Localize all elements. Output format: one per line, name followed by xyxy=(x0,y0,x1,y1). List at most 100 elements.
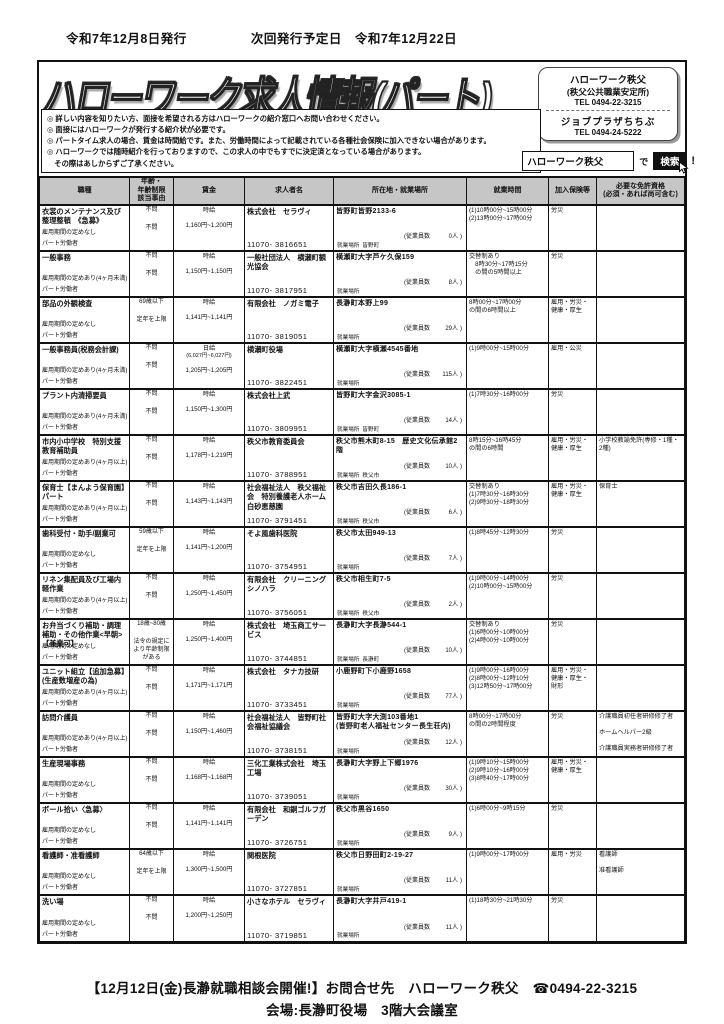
table-row: プラント内清掃要員 雇用期間の定めあり(4ヶ月未満) パート労働者 不問 不問 … xyxy=(39,388,685,436)
employees-count: 11人 xyxy=(445,878,458,885)
workplace-line: 就業場所 xyxy=(337,335,362,342)
cell-employer: 有限会社 クリーニングシノハラ 11070- 3756051 xyxy=(244,572,334,620)
cell-working-hours: (1)6時00分~9時15分 xyxy=(466,802,549,850)
cell-age: 不問 不問 xyxy=(129,756,174,804)
employer-name: 秩父市教育委員会 xyxy=(247,437,305,446)
employer-name: 小さなホテル セラヴィ xyxy=(247,897,327,906)
employment-period: 雇用期間の定めなし xyxy=(42,874,97,881)
employees-count: 77人 xyxy=(445,694,458,701)
job-title: リネン集配員及び工場内軽作業 xyxy=(42,575,122,593)
job-number: 11070- 3819051 xyxy=(247,332,308,342)
cell-location: 秩父市日野田町2-19-27 (従業員数 11人) 就業場所 xyxy=(333,848,467,896)
employees-line: (従業員数 14人) xyxy=(404,418,462,426)
cell-job-type: プラント内清掃要員 雇用期間の定めあり(4ヶ月未満) パート労働者 xyxy=(39,388,130,436)
employer-name: 有限会社 ノガミ電子 xyxy=(247,299,319,308)
workplace-line: 就業場所 xyxy=(337,749,362,756)
search-input[interactable]: ハローワーク秩父 xyxy=(522,151,635,171)
cell-employer: そよ風歯科医院 11070- 3754951 xyxy=(244,526,334,574)
employees-close-paren: ) xyxy=(460,786,462,793)
employees-count: 7人 xyxy=(448,556,458,563)
wage-range: 1,141円~1,141円 xyxy=(185,314,233,322)
table-row: 一般事務 雇用期間の定めあり(4ヶ月未満) パート労働者 不問 不問 時給 1,… xyxy=(39,250,685,298)
workplace-label: 就業場所 xyxy=(337,518,360,525)
employees-close-paren: ) xyxy=(460,418,462,425)
age-limit-reason: 不問 xyxy=(145,730,158,737)
worker-type: パート労働者 xyxy=(42,793,79,800)
cell-employer: 秩父市教育委員会 11070- 3788951 xyxy=(244,434,334,482)
employer-name: 有限会社 クリーニングシノハラ xyxy=(247,575,327,594)
cell-required-license xyxy=(596,664,685,712)
col-header-age: 年齢・ 年齢制限 該当事由 xyxy=(129,177,174,206)
jobplaza-name: ジョブプラザちちぶ xyxy=(560,117,656,128)
employees-line: (従業員数 11人) xyxy=(404,925,462,933)
workplace-value: 秩父市 xyxy=(362,610,380,617)
employees-count: 6人 xyxy=(448,510,458,517)
search-particle: で xyxy=(639,156,649,167)
col-header-location: 所在地・就業場所 xyxy=(333,177,467,206)
age-limit: 不問 xyxy=(145,667,158,673)
employees-close-paren: ) xyxy=(460,556,462,563)
employees-count: 115人 xyxy=(442,372,458,379)
employment-period: 雇用期間の定めなし xyxy=(42,828,97,835)
cell-required-license xyxy=(596,388,685,436)
wage-range: 1,178円~1,219円 xyxy=(185,452,233,460)
cell-age: 不問 不問 xyxy=(129,250,174,298)
employment-period: 雇用期間の定めあり(4ヶ月未満) xyxy=(42,368,128,375)
worker-type: パート労働者 xyxy=(42,241,79,248)
job-title: プラント内清掃要員 xyxy=(42,391,107,400)
cell-location: 秩父市相生町7-5 (従業員数 2人) 就業場所 秩父市 xyxy=(333,572,467,620)
employment-period: 雇用期間の定めあり(4ヶ月以上) xyxy=(42,506,128,513)
cell-employer: 有限会社 ノガミ電子 11070- 3819051 xyxy=(244,296,334,344)
issue-date: 令和7年12月8日発行 xyxy=(66,32,187,46)
address: 皆野町大字金沢3085-1 xyxy=(336,392,411,399)
employees-label: (従業員数 xyxy=(404,556,430,563)
employees-label: (従業員数 xyxy=(404,832,430,839)
table-row: 歯科受付・助手/副業可 雇用期間の定めなし パート労働者 59歳以下 定年を上限… xyxy=(39,526,685,574)
cell-employer: 株式会社 セラヴィ 11070- 3816651 xyxy=(244,204,334,252)
wage-type: 時給 xyxy=(202,391,216,398)
employer-name: 関根医院 xyxy=(247,851,276,860)
employees-line: (従業員数 8人) xyxy=(404,280,462,288)
col-header-license: 必要な免許資格 (必須・あれば尚可含む) xyxy=(596,177,685,206)
cell-location: 秩父市吉田久長186-1 (従業員数 6人) 就業場所 秩父市 xyxy=(333,480,467,528)
cell-working-hours: 8時00分~17時00分 の間の2時間程度 xyxy=(466,710,549,758)
employees-line: (従業員数 0人) xyxy=(404,234,462,242)
worker-type: パート労働者 xyxy=(42,701,79,708)
age-limit-reason: 不問 xyxy=(145,776,158,783)
wage-type: 時給 xyxy=(202,207,216,214)
col-header-wage: 賃金 xyxy=(173,177,245,206)
job-table: 職種 年齢・ 年齢制限 該当事由 賃金 求人者名 所在地・就業場所 就業時間 加… xyxy=(39,177,685,942)
cell-required-license: 介護職員初任者研修修了者 ホームヘルパー2級 介護職員実務者研修修了者 xyxy=(596,710,685,758)
job-title: 歯科受付・助手/副業可 xyxy=(42,529,116,538)
workplace-line: 就業場所 xyxy=(337,933,362,940)
cell-location: 横瀬町大字横瀬4545番地 (従業員数 115人) 就業場所 xyxy=(333,342,467,390)
workplace-label: 就業場所 xyxy=(337,288,360,295)
address: 秩父市熊木町8-15 歴史文化伝承館2階 xyxy=(336,438,458,455)
job-number: 11070- 3791451 xyxy=(247,516,308,526)
address: 秩父市日野田町2-19-27 xyxy=(336,852,414,859)
job-table-header: 職種 年齢・ 年齢制限 該当事由 賃金 求人者名 所在地・就業場所 就業時間 加… xyxy=(39,177,685,206)
wage-range: 1,300円~1,500円 xyxy=(185,866,233,874)
address: 横瀬町大字横瀬4545番地 xyxy=(336,346,419,353)
cell-job-type: 歯科受付・助手/副業可 雇用期間の定めなし パート労働者 xyxy=(39,526,130,574)
search-button[interactable]: 検索 xyxy=(653,152,690,174)
contact-divider xyxy=(546,110,670,111)
wage-type: 時給 xyxy=(202,621,216,628)
employees-close-paren: ) xyxy=(460,234,462,241)
workplace-value: 長瀞町 xyxy=(362,656,380,663)
age-limit-reason: 定年を上限 xyxy=(136,316,167,323)
address: 秩父市吉田久長186-1 xyxy=(336,484,407,491)
wage-range: 1,141円~1,141円 xyxy=(185,820,233,828)
wage-type: 時給 xyxy=(202,759,216,766)
cell-job-type: 衣裳のメンテナンス及び整理整頓 《急募》 雇用期間の定めなし パート労働者 xyxy=(39,204,130,252)
employment-period: 雇用期間の定めあり(4ヶ月以上) xyxy=(42,690,128,697)
wage-daily-note: (6,027円~6,027円) xyxy=(186,353,232,360)
worker-type: パート労働者 xyxy=(42,655,79,662)
employment-period: 雇用期間の定めあり(4ヶ月以上) xyxy=(42,598,128,605)
note-line: その際はあしからずご了承ください。 xyxy=(47,158,179,168)
footer: 【12月12日(金)長瀞就職相談会開催!】お問合せ先 ハローワーク秩父 ☎049… xyxy=(0,978,724,1021)
job-title: ユニット組立【追加急募】(生産数増産の為) xyxy=(42,667,125,685)
cell-job-type: お弁当づくり補助・調理補助・その他作業<早朝>【兼業可】 雇用期間の定めなし パ… xyxy=(39,618,130,666)
employees-line: (従業員数 9人) xyxy=(404,832,462,840)
